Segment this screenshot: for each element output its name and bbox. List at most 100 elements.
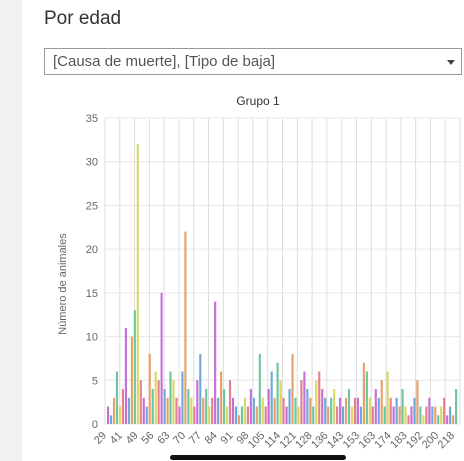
bar[interactable] (211, 397, 214, 424)
bar[interactable] (362, 362, 365, 424)
bar[interactable] (214, 301, 217, 424)
bar[interactable] (309, 397, 312, 424)
bar[interactable] (184, 231, 187, 424)
bar[interactable] (246, 406, 249, 424)
bar[interactable] (371, 406, 374, 424)
bar[interactable] (115, 371, 119, 424)
bar[interactable] (255, 406, 258, 424)
bar[interactable] (452, 415, 455, 424)
bar[interactable] (321, 389, 324, 424)
bar[interactable] (169, 371, 172, 424)
bar[interactable] (312, 406, 315, 424)
bar[interactable] (306, 389, 309, 424)
bar[interactable] (324, 397, 327, 424)
bar[interactable] (196, 380, 199, 424)
bar[interactable] (419, 406, 422, 424)
bar[interactable] (455, 389, 458, 424)
bar[interactable] (190, 397, 193, 424)
bar[interactable] (175, 397, 178, 424)
bar[interactable] (157, 380, 160, 424)
bar[interactable] (365, 371, 368, 424)
bar[interactable] (410, 406, 413, 424)
bar[interactable] (228, 380, 232, 424)
bar[interactable] (282, 397, 285, 424)
bar[interactable] (124, 327, 127, 424)
bar[interactable] (392, 406, 395, 424)
bar[interactable] (303, 371, 306, 424)
bar[interactable] (285, 406, 288, 424)
bar[interactable] (353, 397, 357, 424)
chevron-down-icon[interactable] (447, 60, 455, 65)
bar[interactable] (145, 406, 148, 424)
bar[interactable] (344, 397, 348, 424)
bar[interactable] (121, 389, 125, 424)
bar[interactable] (178, 406, 181, 424)
bar[interactable] (199, 354, 202, 424)
bar[interactable] (398, 406, 401, 424)
bar[interactable] (395, 397, 398, 424)
bar[interactable] (160, 292, 163, 424)
bar[interactable] (350, 406, 354, 424)
bar[interactable] (202, 397, 205, 424)
bar[interactable] (133, 310, 136, 424)
bar[interactable] (252, 397, 255, 424)
bar[interactable] (428, 397, 431, 424)
bar[interactable] (279, 380, 282, 424)
bar[interactable] (401, 389, 404, 424)
bar[interactable] (315, 380, 318, 424)
bar[interactable] (431, 406, 434, 424)
bar[interactable] (273, 397, 276, 424)
bar[interactable] (237, 415, 241, 424)
bar[interactable] (297, 406, 300, 424)
bar[interactable] (386, 371, 389, 424)
bar[interactable] (109, 415, 113, 424)
bar[interactable] (288, 389, 291, 424)
bar[interactable] (208, 406, 211, 424)
bar[interactable] (425, 406, 428, 424)
bar[interactable] (318, 371, 321, 424)
bar[interactable] (261, 397, 264, 424)
bar[interactable] (154, 371, 157, 424)
bar[interactable] (112, 397, 116, 424)
bar[interactable] (217, 397, 220, 424)
bar[interactable] (205, 389, 208, 424)
bar[interactable] (356, 397, 360, 424)
bar[interactable] (234, 406, 238, 424)
bar[interactable] (374, 389, 377, 424)
bar[interactable] (383, 406, 386, 424)
bar[interactable] (193, 406, 196, 424)
bar[interactable] (389, 397, 392, 424)
bar[interactable] (118, 406, 122, 424)
bar[interactable] (267, 389, 270, 424)
bar[interactable] (136, 144, 139, 424)
bar[interactable] (359, 406, 362, 424)
bar[interactable] (336, 406, 339, 424)
bar[interactable] (107, 406, 110, 424)
bar[interactable] (127, 397, 130, 424)
bar[interactable] (300, 380, 303, 424)
bar[interactable] (446, 415, 449, 424)
bar[interactable] (327, 406, 330, 424)
bar[interactable] (181, 371, 184, 424)
bar[interactable] (404, 406, 407, 424)
bar[interactable] (368, 397, 371, 424)
bar[interactable] (142, 397, 145, 424)
bar[interactable] (148, 354, 151, 424)
bar[interactable] (264, 406, 267, 424)
bar[interactable] (434, 406, 437, 424)
bar[interactable] (270, 371, 273, 424)
bar[interactable] (243, 397, 246, 424)
horizontal-scrollbar[interactable] (170, 455, 346, 460)
bar[interactable] (151, 389, 154, 424)
bar[interactable] (413, 397, 416, 424)
bar[interactable] (220, 371, 223, 424)
bar[interactable] (166, 397, 169, 424)
bar[interactable] (330, 397, 333, 424)
bar[interactable] (347, 389, 351, 424)
bar[interactable] (130, 336, 133, 424)
cause-filter-select[interactable]: [Causa de muerte], [Tipo de baja] (44, 48, 462, 75)
bar[interactable] (380, 380, 383, 424)
bar[interactable] (240, 406, 243, 424)
bar[interactable] (437, 415, 440, 424)
bar[interactable] (339, 397, 342, 424)
